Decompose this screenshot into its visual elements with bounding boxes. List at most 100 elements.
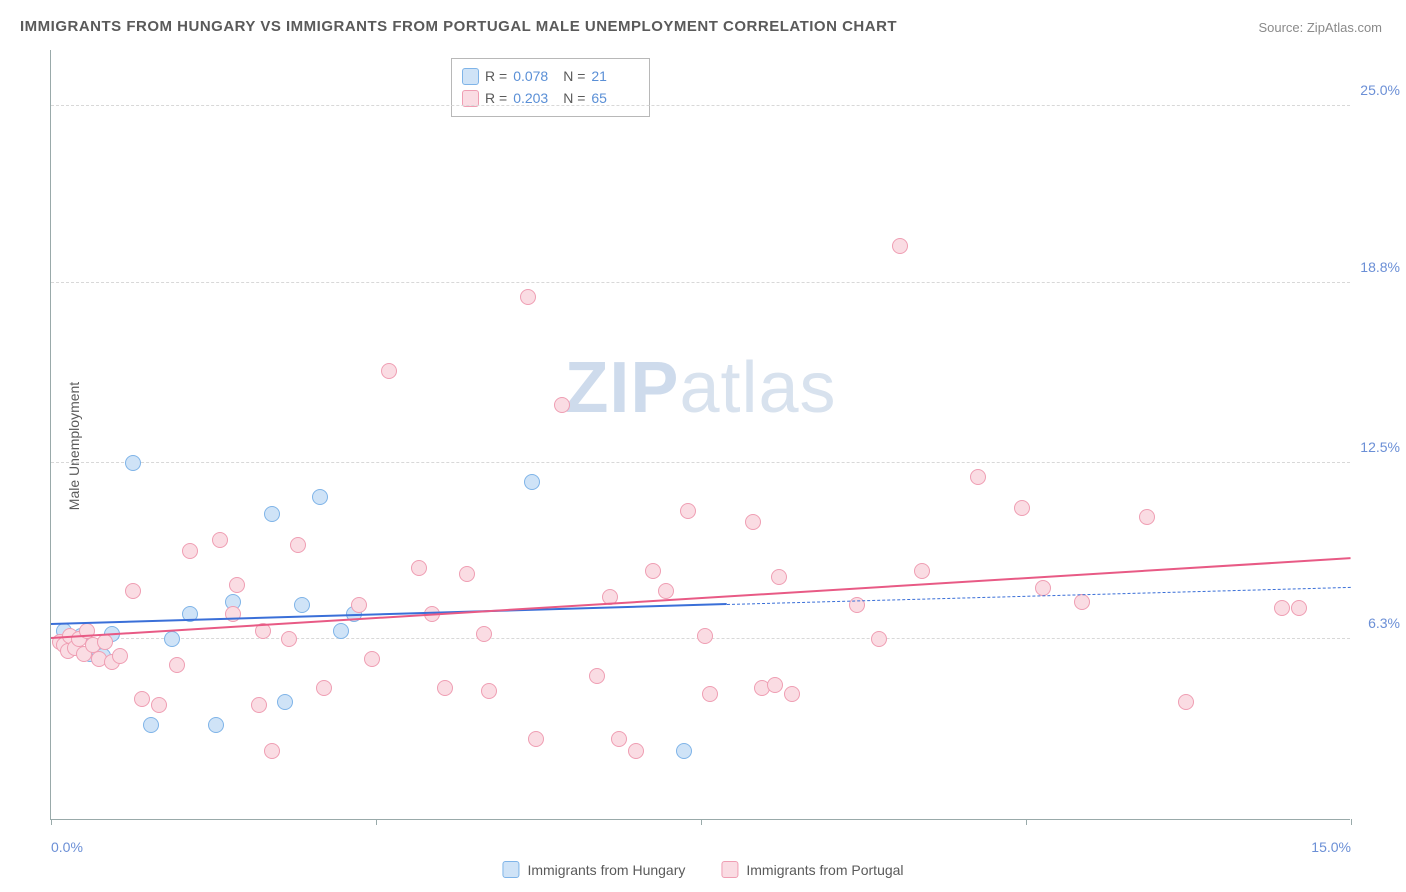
data-point-portugal <box>871 631 887 647</box>
data-point-portugal <box>658 583 674 599</box>
series-legend: Immigrants from Hungary Immigrants from … <box>502 861 903 878</box>
legend-n-hungary: 21 <box>591 65 635 87</box>
data-point-portugal <box>290 537 306 553</box>
data-point-hungary <box>264 506 280 522</box>
x-tick <box>1026 819 1027 825</box>
legend-row-hungary: R = 0.078 N = 21 <box>462 65 635 87</box>
data-point-portugal <box>1074 594 1090 610</box>
data-point-portugal <box>892 238 908 254</box>
data-point-hungary <box>164 631 180 647</box>
data-point-hungary <box>524 474 540 490</box>
gridline <box>51 462 1350 463</box>
legend-label-portugal: Immigrants from Portugal <box>746 862 903 878</box>
legend-r-portugal: 0.203 <box>513 87 557 109</box>
legend-n-label: N = <box>563 87 585 109</box>
data-point-hungary <box>277 694 293 710</box>
data-point-portugal <box>702 686 718 702</box>
data-point-portugal <box>697 628 713 644</box>
data-point-portugal <box>589 668 605 684</box>
trend-line <box>51 603 727 625</box>
legend-r-label: R = <box>485 87 507 109</box>
data-point-portugal <box>914 563 930 579</box>
data-point-portugal <box>459 566 475 582</box>
data-point-portugal <box>611 731 627 747</box>
data-point-portugal <box>520 289 536 305</box>
data-point-portugal <box>1139 509 1155 525</box>
watermark-rest: atlas <box>679 348 836 428</box>
watermark-bold: ZIP <box>564 348 679 428</box>
data-point-portugal <box>169 657 185 673</box>
data-point-hungary <box>125 455 141 471</box>
correlation-legend: R = 0.078 N = 21 R = 0.203 N = 65 <box>451 58 650 117</box>
data-point-portugal <box>476 626 492 642</box>
data-point-portugal <box>316 680 332 696</box>
legend-r-hungary: 0.078 <box>513 65 557 87</box>
data-point-portugal <box>1035 580 1051 596</box>
data-point-hungary <box>208 717 224 733</box>
data-point-portugal <box>364 651 380 667</box>
data-point-portugal <box>481 683 497 699</box>
source-attribution: Source: ZipAtlas.com <box>1258 20 1382 35</box>
data-point-portugal <box>264 743 280 759</box>
data-point-portugal <box>251 697 267 713</box>
data-point-portugal <box>134 691 150 707</box>
data-point-portugal <box>381 363 397 379</box>
data-point-hungary <box>333 623 349 639</box>
data-point-portugal <box>1274 600 1290 616</box>
data-point-portugal <box>767 677 783 693</box>
legend-swatch-hungary <box>502 861 519 878</box>
data-point-portugal <box>645 563 661 579</box>
data-point-portugal <box>151 697 167 713</box>
legend-n-label: N = <box>563 65 585 87</box>
legend-n-portugal: 65 <box>591 87 635 109</box>
x-tick-label: 0.0% <box>51 839 83 855</box>
data-point-portugal <box>1291 600 1307 616</box>
data-point-portugal <box>528 731 544 747</box>
legend-item-hungary: Immigrants from Hungary <box>502 861 685 878</box>
data-point-portugal <box>554 397 570 413</box>
data-point-hungary <box>312 489 328 505</box>
data-point-portugal <box>628 743 644 759</box>
data-point-portugal <box>212 532 228 548</box>
gridline <box>51 105 1350 106</box>
x-tick <box>701 819 702 825</box>
y-tick-label: 25.0% <box>1352 82 1400 98</box>
data-point-portugal <box>182 543 198 559</box>
data-point-portugal <box>351 597 367 613</box>
trend-line <box>51 557 1351 639</box>
data-point-portugal <box>437 680 453 696</box>
data-point-portugal <box>970 469 986 485</box>
x-tick <box>376 819 377 825</box>
legend-row-portugal: R = 0.203 N = 65 <box>462 87 635 109</box>
data-point-portugal <box>1178 694 1194 710</box>
legend-r-label: R = <box>485 65 507 87</box>
data-point-portugal <box>784 686 800 702</box>
y-tick-label: 12.5% <box>1352 439 1400 455</box>
data-point-hungary <box>143 717 159 733</box>
y-tick-label: 18.8% <box>1352 259 1400 275</box>
y-tick-label: 6.3% <box>1352 615 1400 631</box>
data-point-portugal <box>125 583 141 599</box>
data-point-portugal <box>112 648 128 664</box>
data-point-portugal <box>745 514 761 530</box>
legend-label-hungary: Immigrants from Hungary <box>527 862 685 878</box>
chart-title: IMMIGRANTS FROM HUNGARY VS IMMIGRANTS FR… <box>20 18 897 35</box>
legend-swatch-portugal <box>721 861 738 878</box>
data-point-portugal <box>771 569 787 585</box>
data-point-portugal <box>281 631 297 647</box>
data-point-hungary <box>294 597 310 613</box>
data-point-portugal <box>680 503 696 519</box>
legend-item-portugal: Immigrants from Portugal <box>721 861 903 878</box>
data-point-portugal <box>1014 500 1030 516</box>
data-point-portugal <box>229 577 245 593</box>
data-point-portugal <box>97 634 113 650</box>
data-point-portugal <box>411 560 427 576</box>
data-point-hungary <box>676 743 692 759</box>
chart-plot-area: ZIPatlas R = 0.078 N = 21 R = 0.203 N = … <box>50 50 1350 820</box>
watermark: ZIPatlas <box>564 347 836 429</box>
legend-swatch-hungary <box>462 68 479 85</box>
x-tick <box>1351 819 1352 825</box>
gridline <box>51 282 1350 283</box>
x-tick-label: 15.0% <box>1311 839 1351 855</box>
x-tick <box>51 819 52 825</box>
